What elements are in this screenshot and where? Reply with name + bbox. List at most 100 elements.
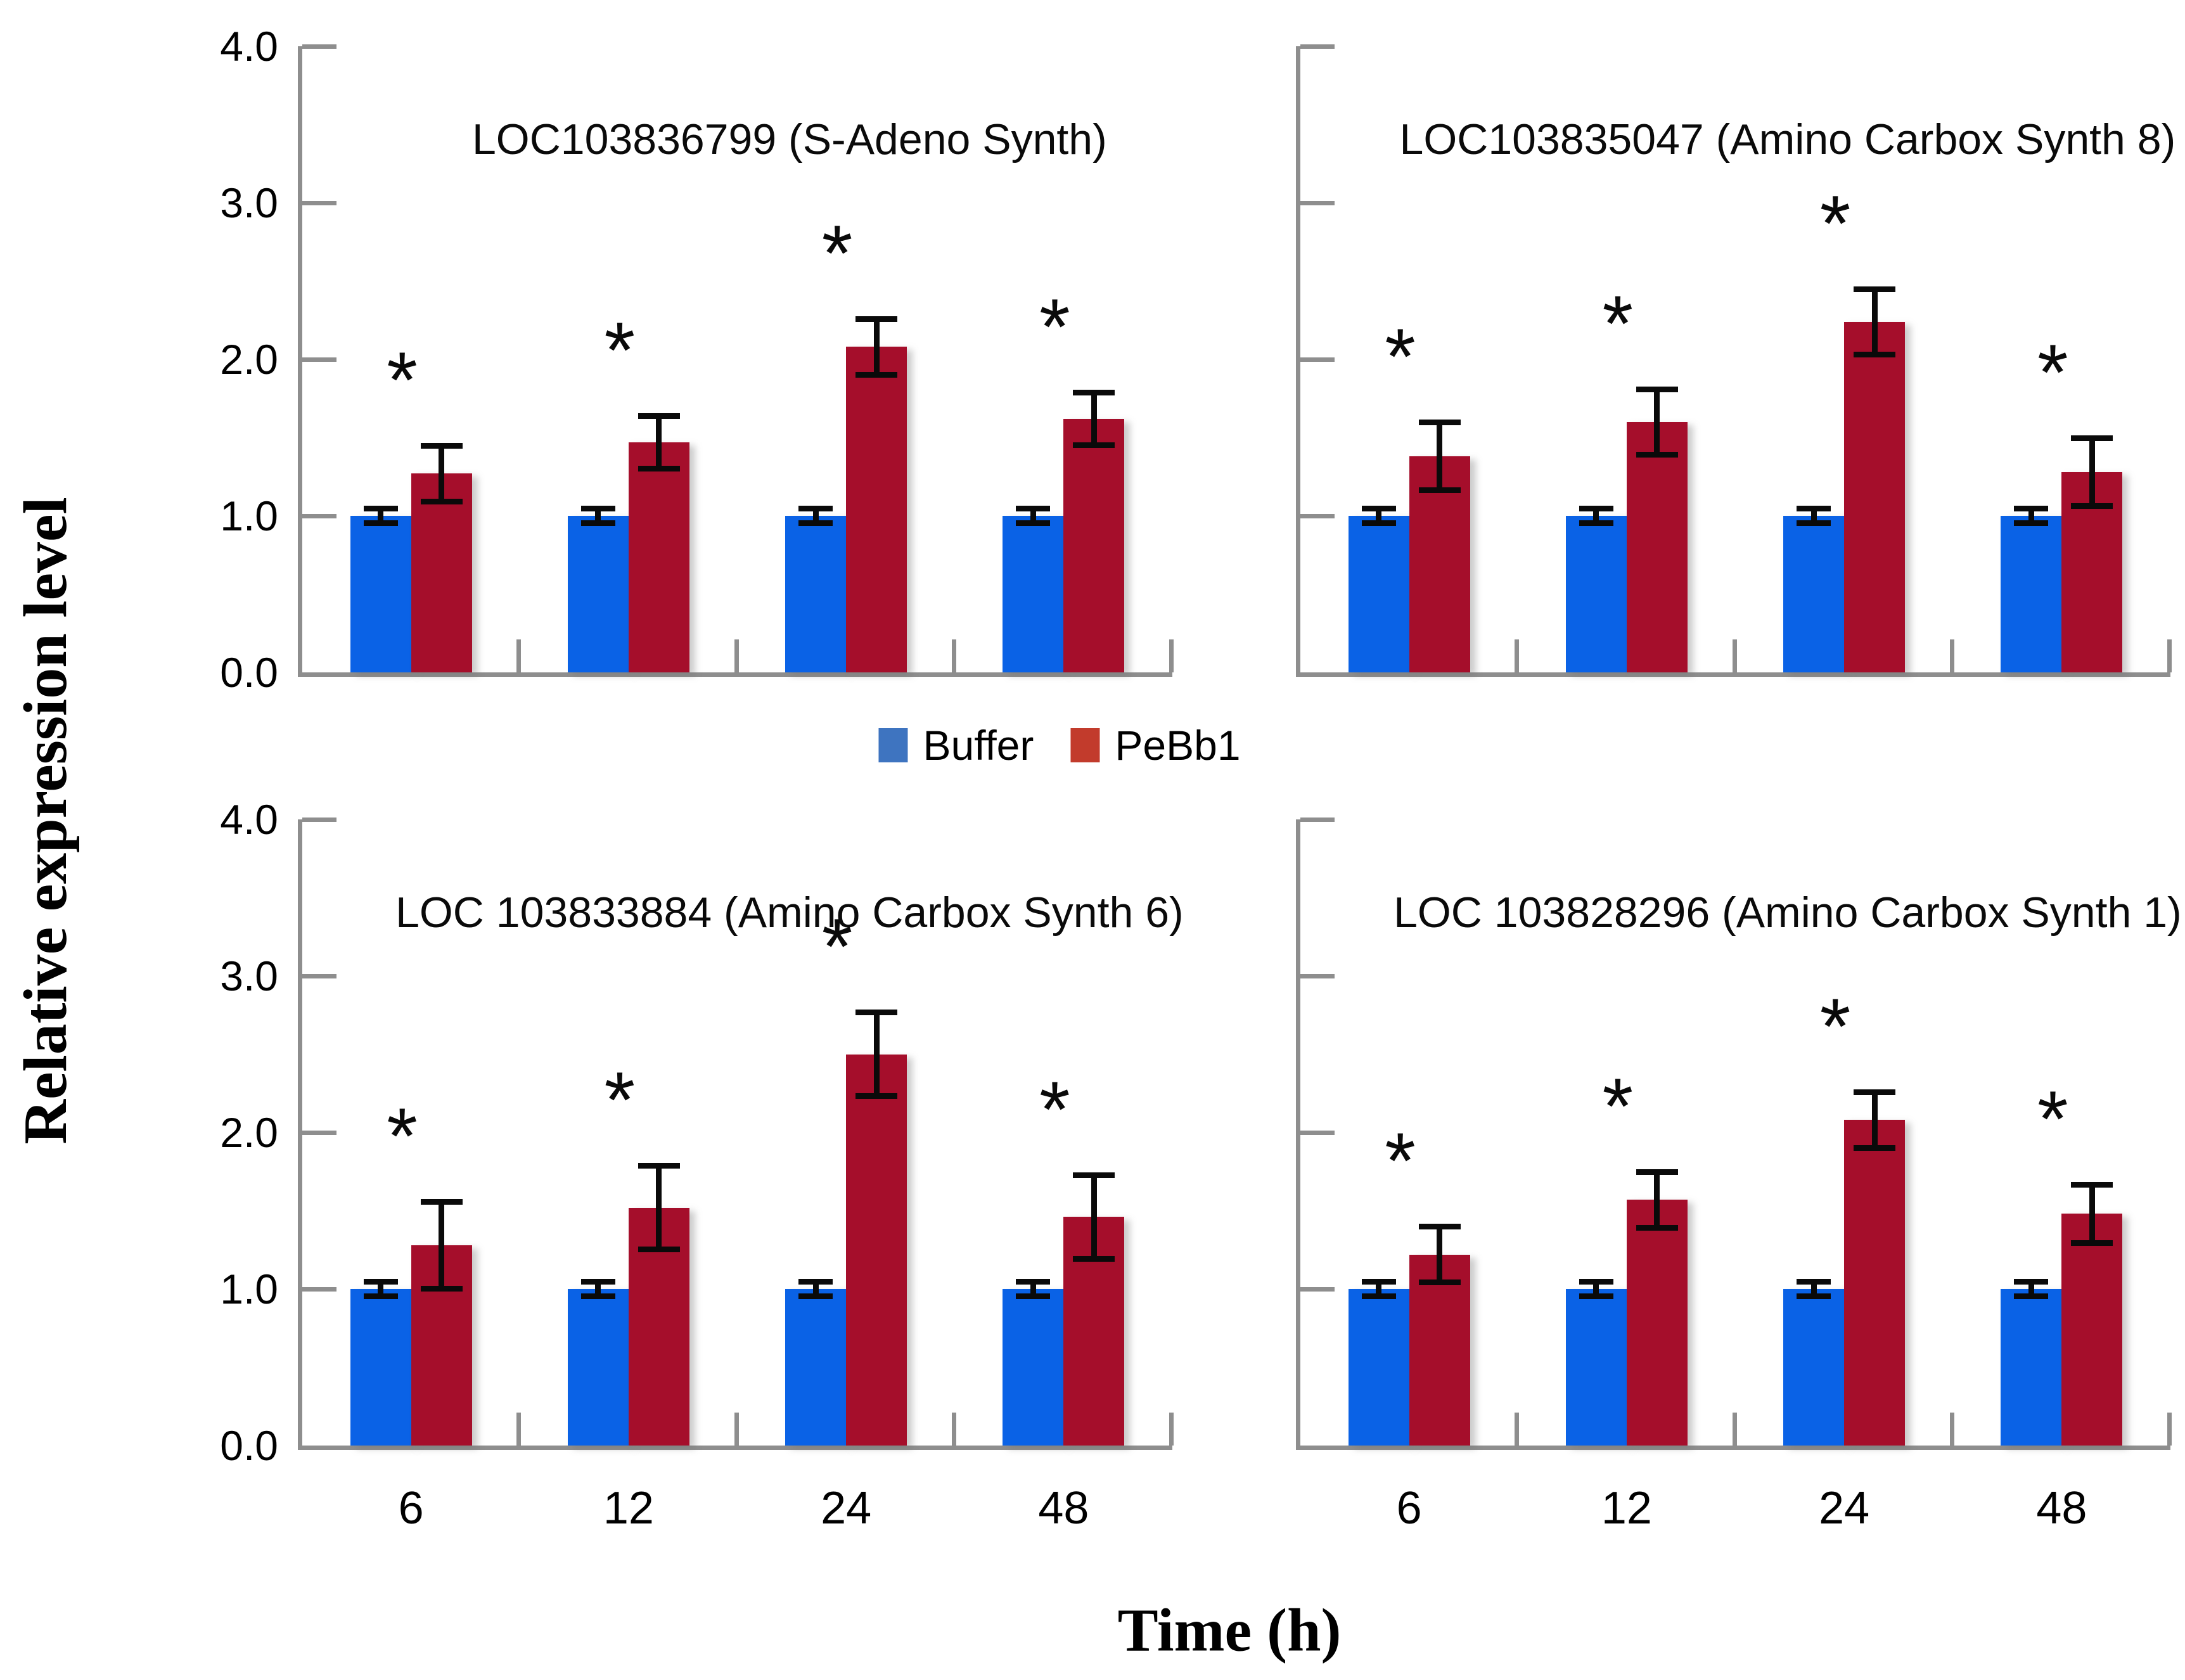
panel-top-left: LOC103836799 (S-Adeno Synth) 0.0 1.0 2.0 3.… (220, 23, 1174, 696)
error-bar (1030, 508, 1036, 524)
pebb1-swatch-icon (1070, 728, 1100, 762)
significance-asterisk: * (1039, 283, 1070, 371)
buffer-bar (1565, 1289, 1627, 1446)
error-bar (1593, 1281, 1599, 1297)
y-tick (302, 44, 336, 49)
error-bar-cap (1579, 505, 1613, 511)
error-bar-cap (855, 371, 898, 378)
y-tick-label: 3.0 (220, 952, 278, 999)
pebb1-bar (628, 442, 689, 672)
error-bar-cap (420, 1198, 463, 1205)
significance-asterisk: * (387, 336, 418, 425)
error-bar-cap (798, 505, 833, 511)
y-tick (1300, 818, 1335, 822)
significance-asterisk: * (2037, 328, 2068, 417)
error-bar-cap (1636, 386, 1678, 392)
error-bar-cap (2071, 503, 2113, 510)
error-bar (873, 1011, 880, 1097)
error-bar-cap (580, 1278, 615, 1285)
y-tick (302, 974, 336, 978)
error-bar-cap (1418, 1224, 1461, 1230)
significance-asterisk: * (1602, 1062, 1634, 1151)
significance-asterisk: * (821, 209, 853, 298)
y-tick (1300, 44, 1335, 49)
error-bar (1871, 288, 1878, 355)
error-bar-cap (1636, 451, 1678, 458)
x-category-label: 12 (1601, 1483, 1652, 1534)
x-tick (1169, 639, 1174, 672)
y-tick (1300, 974, 1335, 978)
error-bar-cap (1361, 520, 1396, 527)
significance-asterisk: * (604, 306, 636, 395)
x-category-label: 48 (1038, 1483, 1089, 1534)
x-tick (516, 639, 522, 672)
buffer-bar (2001, 516, 2062, 672)
significance-asterisk: * (1602, 279, 1634, 368)
buffer-bar (1003, 1289, 1064, 1446)
error-bar-cap (638, 465, 680, 471)
error-bar (439, 1201, 445, 1289)
y-tick-label: 1.0 (220, 492, 278, 539)
error-bar-cap (1418, 487, 1461, 494)
error-bar (1871, 1091, 1878, 1148)
error-bar-cap (1797, 520, 1831, 527)
panel-bottom-left: LOC 103833884 (Amino Carbox Synth 6) 0.0… (220, 796, 1183, 1534)
buffer-bar (2001, 1289, 2062, 1446)
x-tick (1169, 1413, 1174, 1446)
error-bar (1593, 508, 1599, 524)
buffer-bar (567, 516, 629, 672)
error-bar-cap (420, 442, 463, 449)
error-bar (812, 508, 819, 524)
error-bar-cap (1418, 1279, 1461, 1286)
error-bar (2028, 1281, 2034, 1297)
x-category-label: 6 (1396, 1483, 1422, 1534)
error-bar-cap (798, 520, 833, 527)
error-bar-cap (1073, 1256, 1115, 1262)
error-bar (378, 1281, 384, 1297)
significance-asterisk: * (1819, 179, 1851, 268)
error-bar-cap (1579, 520, 1613, 527)
buffer-bar (1565, 516, 1627, 672)
error-bar (595, 508, 601, 524)
error-bar-cap (1797, 1293, 1831, 1300)
error-bar (1091, 1174, 1097, 1260)
error-bar (378, 508, 384, 524)
error-bar (873, 318, 880, 375)
y-tick (302, 201, 336, 205)
significance-asterisk: * (387, 1092, 418, 1181)
significance-asterisk: * (1039, 1065, 1070, 1154)
x-tick (516, 1413, 522, 1446)
pebb1-bar (846, 347, 907, 672)
legend: Buffer PeBb1 (878, 721, 1241, 769)
error-bar-cap (855, 316, 898, 322)
buffer-swatch-icon (878, 728, 908, 762)
y-tick (302, 357, 336, 362)
significance-asterisk: * (2037, 1075, 2068, 1164)
x-category-label: 6 (398, 1483, 424, 1534)
error-bar-cap (1854, 1145, 1896, 1151)
error-bar-cap (2014, 520, 2049, 527)
y-tick-label: 2.0 (220, 1109, 278, 1156)
pebb1-bar (1844, 321, 1906, 672)
x-category-label: 12 (603, 1483, 654, 1534)
error-bar-cap (1797, 505, 1831, 511)
error-bar (1437, 1226, 1443, 1283)
y-tick-label: 4.0 (220, 23, 278, 70)
x-tick (1515, 639, 1520, 672)
error-bar-cap (1016, 520, 1051, 527)
error-bar (1654, 388, 1660, 455)
error-bar (1376, 1281, 1382, 1297)
significance-asterisk: * (1819, 982, 1851, 1071)
significance-asterisk: * (1385, 1117, 1416, 1206)
error-bar-cap (1418, 419, 1461, 425)
buffer-bar (785, 516, 847, 672)
buffer-bar (1783, 516, 1845, 672)
x-axis-title: Time (h) (1117, 1596, 1342, 1664)
error-bar (1810, 1281, 1817, 1297)
error-bar-cap (1797, 1278, 1831, 1285)
error-bar-cap (363, 1278, 398, 1285)
error-bar-cap (1854, 286, 1896, 292)
legend-label-buffer: Buffer (923, 722, 1034, 769)
significance-asterisk: * (1385, 312, 1416, 401)
